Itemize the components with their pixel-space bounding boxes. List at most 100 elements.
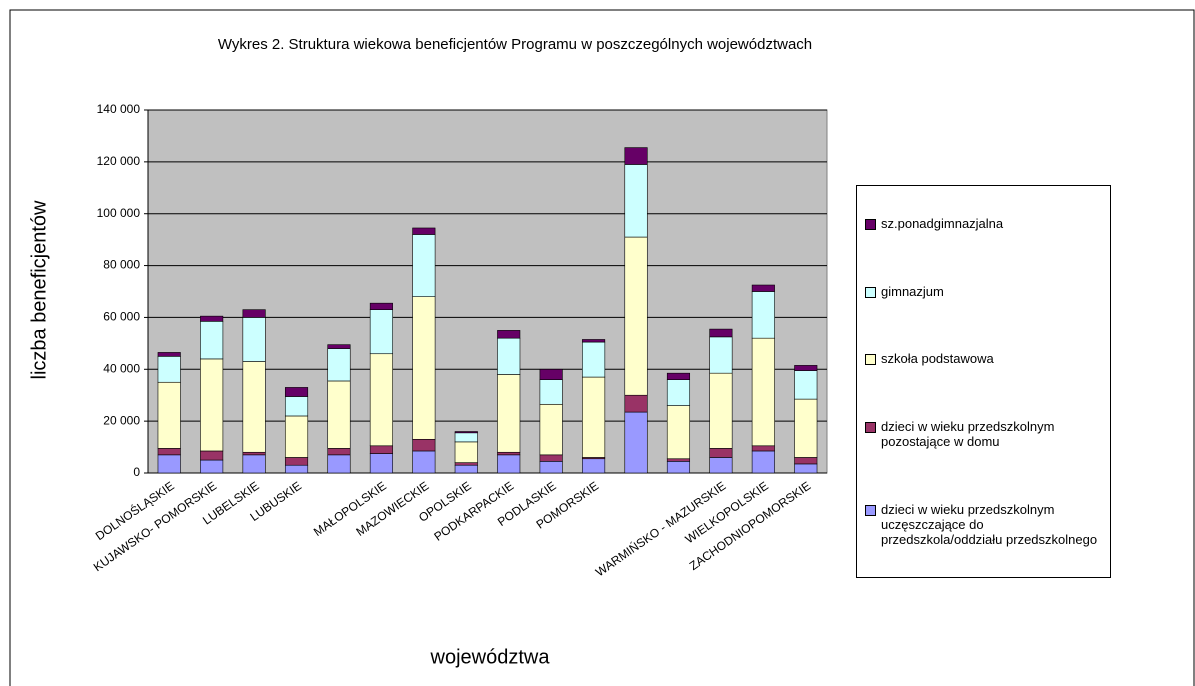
bar-segment [412, 296, 436, 440]
bar-segment [412, 234, 436, 297]
bar-segment [327, 448, 351, 456]
bar-segment [539, 403, 563, 456]
bar-segment [454, 441, 478, 463]
legend-label: dzieci w wieku przedszkolnym pozostające… [881, 419, 1055, 450]
bar-segment [582, 458, 606, 474]
bar-segment [200, 450, 224, 461]
y-tick-label: 40 000 [103, 361, 140, 375]
bar-segment [327, 380, 351, 449]
bar-segment [539, 461, 563, 474]
y-tick-label: 0 [133, 465, 140, 479]
bar-segment [284, 387, 309, 397]
x-axis-label: województwa [430, 646, 551, 668]
bar-segment [794, 370, 818, 400]
bar-segment [284, 415, 309, 458]
bar-segment [497, 451, 521, 456]
bar-segment [412, 227, 436, 235]
bar-segment [284, 396, 309, 417]
bar-segment [242, 451, 266, 456]
bar-segment [200, 459, 224, 474]
bar-segment [454, 431, 478, 434]
bar-segment [751, 445, 775, 452]
bar-segment [624, 147, 648, 165]
bar-segment [624, 236, 648, 396]
bar-segment [497, 454, 521, 474]
y-tick-label: 120 000 [97, 154, 141, 168]
bar-segment [157, 381, 181, 449]
y-tick-label: 140 000 [97, 102, 141, 116]
bar-segment [454, 464, 478, 474]
bar-segment [582, 376, 606, 458]
legend-item: dzieci w wieku przedszkolnym uczęszczają… [865, 502, 1102, 547]
bar-segment [666, 405, 691, 460]
bar-segment [709, 336, 733, 374]
bar-segment [751, 291, 775, 339]
bar-segment [709, 448, 733, 458]
y-tick-label: 60 000 [103, 310, 140, 324]
bar-segment [666, 379, 691, 406]
y-axis-label: liczba beneficjentów [28, 200, 50, 380]
bar-segment [539, 368, 563, 380]
bar-segment [539, 379, 563, 405]
y-tick-label: 100 000 [97, 206, 141, 220]
bar-segment [157, 352, 181, 357]
legend-swatch [865, 504, 876, 516]
bar-segment [369, 353, 393, 447]
bar-segment [157, 448, 181, 456]
bar-segment [242, 454, 266, 474]
bar-segment [497, 337, 521, 375]
y-tick-label: 80 000 [103, 258, 140, 272]
legend-label: sz.ponadgimnazjalna [881, 216, 1004, 232]
bar-segment [242, 317, 266, 362]
bar-segment [497, 374, 521, 453]
bar-segment [666, 458, 691, 462]
legend-item: gimnazjum [865, 284, 1102, 299]
legend-label: dzieci w wieku przedszkolnym uczęszczają… [881, 501, 1098, 547]
legend-item: sz.ponadgimnazjalna [865, 216, 1102, 231]
bar-segment [284, 464, 309, 474]
legend-label: szkoła podstawowa [881, 351, 994, 367]
bar-segment [369, 445, 393, 454]
legend-label: gimnazjum [881, 283, 944, 299]
bar-segment [284, 457, 309, 466]
bar-segment [412, 438, 436, 452]
bar-segment [794, 398, 818, 458]
bar-segment [369, 453, 393, 474]
bar-segment [369, 302, 393, 310]
bar-segment [157, 454, 181, 474]
bar-segment [794, 365, 818, 371]
bar-segment [200, 315, 224, 322]
bar-segment [794, 463, 818, 474]
legend-item: dzieci w wieku przedszkolnym pozostające… [865, 419, 1102, 449]
chart-title: Wykres 2. Struktura wiekowa beneficjentó… [218, 36, 812, 53]
bar-segment [369, 309, 393, 355]
bar-segment [327, 344, 351, 349]
legend-item: szkoła podstawowa [865, 351, 1102, 366]
bar-segment [539, 454, 563, 462]
y-tick-label: 20 000 [103, 413, 140, 427]
bar-segment [624, 394, 648, 413]
bar-segment [794, 457, 818, 465]
legend-swatch [865, 422, 876, 434]
legend-swatch [865, 286, 876, 298]
bar-segment [327, 348, 351, 382]
bar-segment [242, 309, 266, 318]
bar-segment [157, 356, 181, 383]
bar-segment [242, 361, 266, 453]
bar-segment [751, 284, 775, 292]
legend: sz.ponadgimnazjalna gimnazjum szkoła podst… [856, 185, 1111, 578]
bar-segment [709, 457, 733, 474]
bar-segment [709, 372, 733, 449]
bar-segment [709, 328, 733, 338]
bar-segment [751, 337, 775, 447]
bar-segment [582, 339, 606, 343]
bar-segment [412, 450, 436, 474]
bar-segment [454, 432, 478, 443]
bar-segment [624, 411, 648, 474]
bar-segment [454, 462, 478, 466]
bar-segment [200, 321, 224, 360]
legend-swatch [865, 354, 876, 366]
bar-segment [666, 372, 691, 380]
legend-swatch [865, 219, 876, 231]
